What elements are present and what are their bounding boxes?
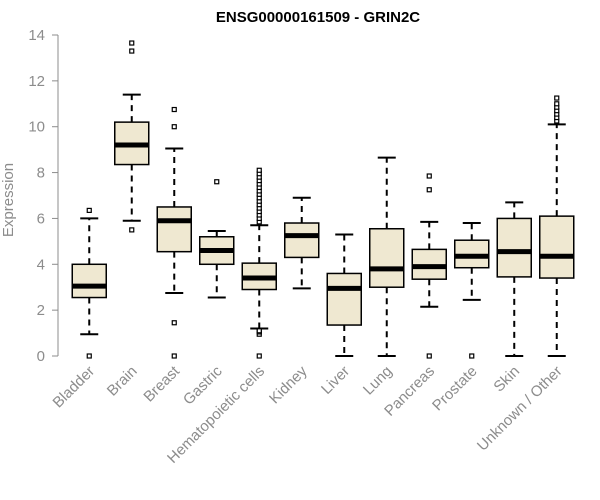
x-category-label: Breast: [140, 362, 183, 405]
box-liver: [326, 233, 362, 357]
y-axis-label: Expression: [0, 163, 17, 237]
iqr-box: [284, 222, 320, 259]
boxes-layer: [71, 40, 575, 359]
x-category-label: Lung: [360, 363, 396, 399]
outlier-point: [426, 173, 432, 179]
x-category-label: Liver: [318, 363, 353, 398]
outlier-point: [214, 179, 220, 185]
iqr-box: [71, 263, 107, 299]
outlier-point: [86, 353, 92, 359]
box-kidney: [284, 196, 320, 290]
box-brain: [114, 40, 150, 233]
y-tick-label: 4: [37, 256, 45, 273]
x-category-label: Skin: [490, 363, 523, 396]
outlier-point: [256, 328, 262, 334]
outlier-point: [86, 207, 92, 214]
outlier-point: [554, 101, 560, 107]
box-unknown-other: [539, 95, 575, 357]
box-breast: [156, 106, 192, 359]
box-skin: [496, 201, 532, 357]
box-hematopoietic-cells: [241, 167, 277, 359]
outlier-point: [129, 48, 135, 54]
outlier-point: [256, 167, 262, 173]
box-prostate: [454, 222, 490, 359]
outlier-point: [171, 353, 177, 359]
iqr-box: [369, 227, 405, 288]
outlier-point: [129, 227, 135, 233]
y-axis: 0 2 4 6 8 10 12 14: [28, 27, 59, 365]
iqr-box: [496, 217, 532, 278]
x-category-label: Kidney: [266, 362, 311, 407]
y-tick-label: 8: [37, 165, 45, 182]
y-tick-label: 10: [28, 119, 45, 136]
box-gastric: [199, 179, 235, 299]
outlier-point: [171, 320, 177, 326]
outlier-point: [426, 187, 432, 193]
box-lung: [369, 156, 405, 357]
outlier-point: [171, 124, 177, 130]
chart-title: ENSG00000161509 - GRIN2C: [216, 9, 420, 26]
iqr-box: [156, 206, 192, 253]
outlier-point: [426, 353, 432, 359]
iqr-box: [326, 272, 362, 326]
outlier-point: [469, 353, 475, 359]
iqr-box: [539, 215, 575, 279]
outlier-point: [256, 353, 262, 359]
x-category-label: Prostate: [429, 363, 481, 415]
outlier-point: [554, 95, 560, 101]
y-tick-label: 12: [28, 73, 45, 90]
x-category-label: Bladder: [49, 363, 98, 412]
box-bladder: [71, 207, 107, 359]
x-category-label: Brain: [104, 363, 141, 400]
y-tick-label: 0: [37, 348, 45, 365]
outlier-point: [129, 40, 135, 46]
y-tick-label: 2: [37, 302, 45, 319]
outlier-point: [171, 106, 177, 113]
y-tick-label: 14: [28, 27, 45, 44]
y-tick-label: 6: [37, 210, 45, 227]
box-pancreas: [411, 173, 447, 359]
